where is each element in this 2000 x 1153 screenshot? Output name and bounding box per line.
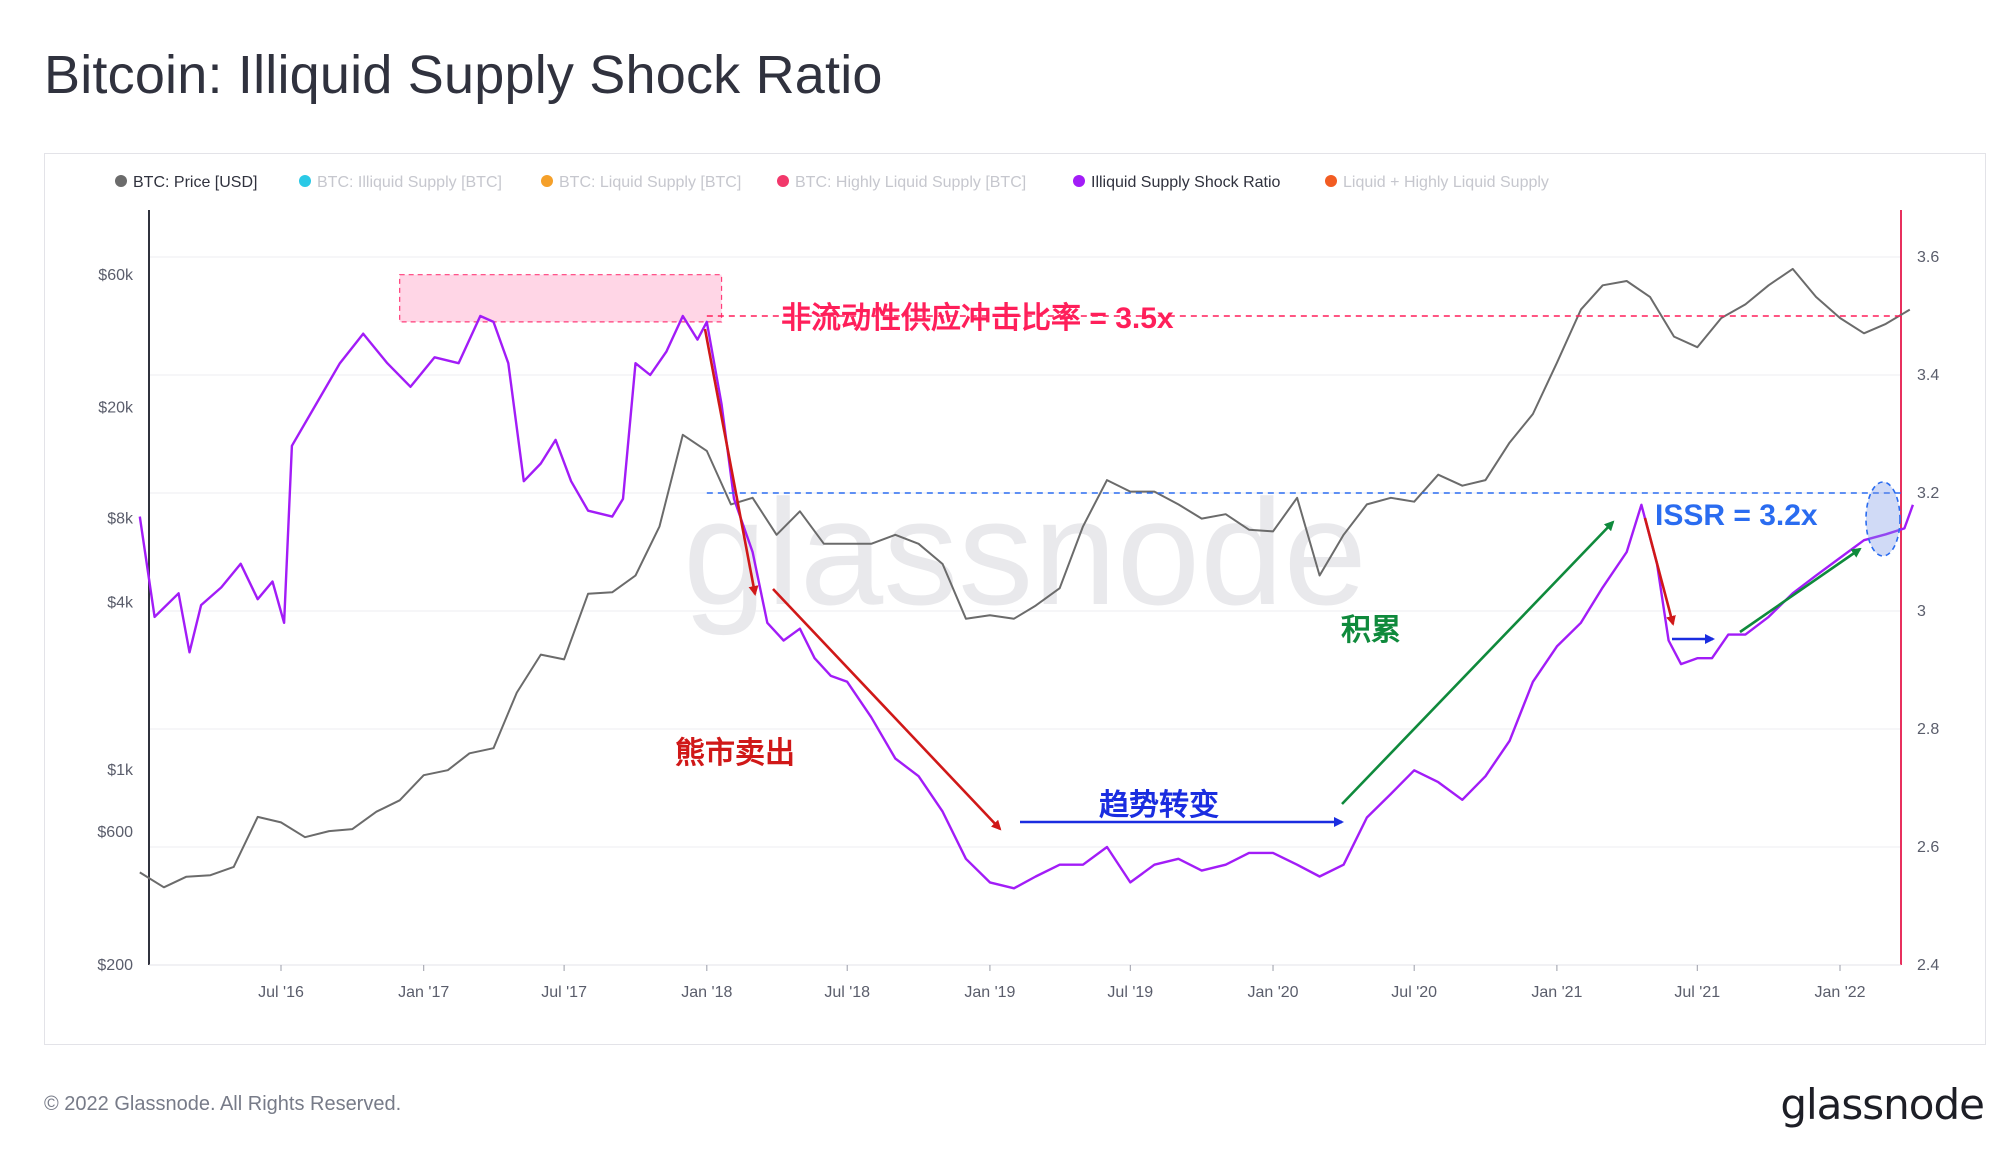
red-arrow xyxy=(703,328,759,596)
chart-series xyxy=(138,267,1915,890)
right-tick-label: 3.6 xyxy=(1917,249,1939,266)
left-tick-label: $200 xyxy=(97,957,133,974)
x-tick-label: Jul '20 xyxy=(1391,984,1437,1001)
legend-label: BTC: Illiquid Supply [BTC] xyxy=(317,174,502,191)
peak-ratio-label: 非流动性供应冲击比率 = 3.5x xyxy=(781,301,1174,335)
legend-dot-icon xyxy=(541,175,553,187)
legend-label: Liquid + Highly Liquid Supply xyxy=(1343,174,1549,191)
chart-svg: BTC: Price [USD] BTC: Illiquid Supply [BT… xyxy=(97,174,1939,1001)
right-tick-label: 3.2 xyxy=(1917,485,1939,502)
right-tick-label: 2.6 xyxy=(1917,839,1939,856)
x-tick-label: Jul '18 xyxy=(824,984,870,1001)
legend-item[interactable]: Liquid + Highly Liquid Supply xyxy=(1325,174,1549,191)
peak-highlight-box xyxy=(399,274,723,323)
x-tick-label: Jul '16 xyxy=(258,984,304,1001)
chart-container: BTC: Price [USD] BTC: Illiquid Supply [BT… xyxy=(44,153,1986,1045)
x-tick-label: Jul '19 xyxy=(1107,984,1153,1001)
left-tick-label: $20k xyxy=(98,400,134,417)
legend-label: Illiquid Supply Shock Ratio xyxy=(1091,174,1281,191)
right-tick-label: 2.8 xyxy=(1917,721,1939,738)
reference-lines xyxy=(706,315,1901,557)
legend-item[interactable]: BTC: Illiquid Supply [BTC] xyxy=(299,174,502,191)
annotation-arrows xyxy=(703,328,1862,831)
x-tick-label: Jan '22 xyxy=(1814,984,1865,1001)
legend-label: BTC: Liquid Supply [BTC] xyxy=(559,174,741,191)
x-tick-label: Jan '18 xyxy=(681,984,732,1001)
legend-dot-icon xyxy=(777,175,789,187)
green-arrow xyxy=(1341,520,1615,805)
trend-change-label: 趋势转变 xyxy=(1099,788,1219,822)
grid-lines xyxy=(149,256,1901,966)
right-tick-label: 2.4 xyxy=(1917,957,1939,974)
chart-axes: $200 $600 $1k $4k $8k $20k $60k 2.4 2.6 2.8 3 3.2 3.… xyxy=(97,210,1939,1001)
legend-dot-icon xyxy=(299,175,311,187)
x-tick-label: Jan '21 xyxy=(1531,984,1582,1001)
copyright-text: © 2022 Glassnode. All Rights Reserved. xyxy=(44,1093,402,1115)
left-tick-label: $60k xyxy=(98,267,134,284)
legend-dot-icon xyxy=(115,175,127,187)
red-arrow xyxy=(1643,517,1676,626)
legend-item[interactable]: BTC: Highly Liquid Supply [BTC] xyxy=(777,174,1026,191)
left-tick-label: $4k xyxy=(107,595,134,612)
legend-item[interactable]: BTC: Liquid Supply [BTC] xyxy=(541,174,741,191)
x-tick-label: Jan '20 xyxy=(1247,984,1298,1001)
green-arrow xyxy=(1739,547,1862,634)
legend-item[interactable]: Illiquid Supply Shock Ratio xyxy=(1073,174,1281,191)
current-ratio-label: ISSR = 3.2x xyxy=(1655,499,1818,532)
right-tick-label: 3.4 xyxy=(1917,367,1939,384)
legend-item[interactable]: BTC: Price [USD] xyxy=(115,174,257,191)
red-arrow xyxy=(772,588,1002,831)
left-tick-label: $1k xyxy=(107,762,134,779)
page-title: Bitcoin: Illiquid Supply Shock Ratio xyxy=(44,45,883,105)
watermark-text: glassnode xyxy=(683,468,1367,636)
x-tick-label: Jul '17 xyxy=(541,984,587,1001)
x-tick-label: Jul '21 xyxy=(1674,984,1720,1001)
price-line xyxy=(139,267,1911,889)
bear-sell-label: 熊市卖出 xyxy=(675,736,795,770)
issr-line xyxy=(138,314,1915,890)
right-tick-label: 3 xyxy=(1917,603,1926,620)
legend-dot-icon xyxy=(1073,175,1085,187)
legend-label: BTC: Highly Liquid Supply [BTC] xyxy=(795,174,1026,191)
x-tick-label: Jan '17 xyxy=(398,984,449,1001)
peak-highlight xyxy=(399,274,723,323)
x-tick-label: Jan '19 xyxy=(964,984,1015,1001)
legend-dot-icon xyxy=(1325,175,1337,187)
left-tick-label: $8k xyxy=(107,511,134,528)
current-value-marker xyxy=(1865,481,1901,557)
accumulation-label: 积累 xyxy=(1341,614,1401,647)
chart-legend: BTC: Price [USD] BTC: Illiquid Supply [BT… xyxy=(115,174,1549,191)
legend-label: BTC: Price [USD] xyxy=(133,174,257,191)
glassnode-logo[interactable]: glassnode xyxy=(1780,1080,1985,1129)
left-tick-label: $600 xyxy=(97,824,133,841)
